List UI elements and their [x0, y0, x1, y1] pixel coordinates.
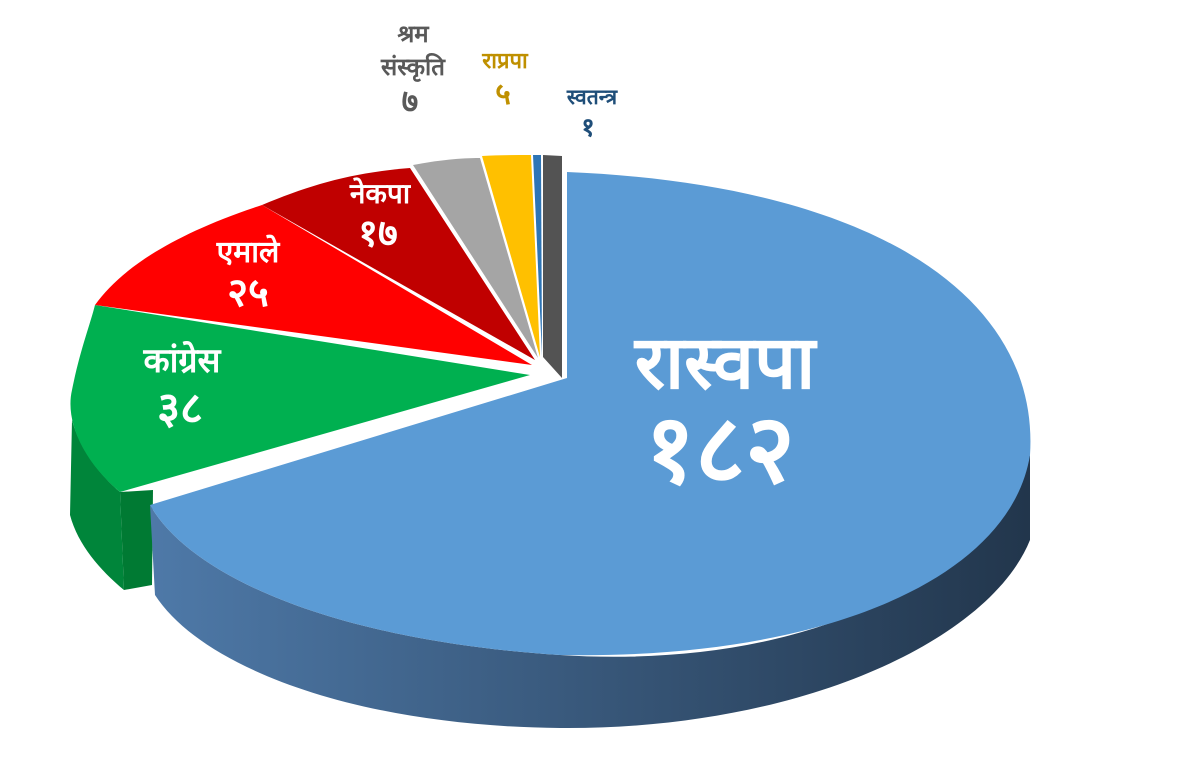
label-shram-sanskriti-name-line1: श्रम [397, 20, 430, 48]
label-nekapa-value: १७ [358, 211, 398, 255]
label-congress-value: ३८ [157, 383, 203, 434]
slice-swatantra [533, 155, 542, 356]
slice-emale [95, 205, 532, 365]
slice-side-congress-curve [70, 420, 124, 590]
label-nekapa-name: नेकपा [349, 177, 412, 210]
label-rprapa-value: ५ [495, 77, 511, 112]
label-congress-name: कांग्रेस [142, 340, 221, 381]
slice-edge-dark [543, 155, 562, 378]
label-shram-sanskriti-value: ७ [402, 82, 419, 120]
pie-top [70, 155, 1031, 656]
label-swatantra-value: १ [581, 113, 595, 143]
label-emale-value: २५ [227, 270, 269, 316]
slice-shram-sanskriti [413, 158, 538, 358]
slice-nekapa [262, 168, 535, 360]
slice-raswapa [150, 172, 1031, 656]
labels: रास्वपा १८२ कांग्रेस ३८ एमाले २५ नेकपा १… [142, 20, 818, 505]
pie-depth [70, 420, 1030, 729]
label-swatantra-name: स्वतन्त्र [566, 85, 619, 109]
slice-congress [70, 305, 530, 492]
label-raswapa-name: रास्वपा [633, 320, 818, 406]
label-raswapa-value: १८२ [645, 393, 795, 505]
slice-side-congress [120, 490, 153, 590]
label-shram-sanskriti-name-line2: संस्कृति [380, 53, 446, 82]
label-rprapa-name: राप्रपा [481, 49, 529, 74]
label-emale-name: एमाले [216, 234, 281, 270]
slice-side-raswapa [150, 455, 1030, 729]
slice-rprapa [482, 155, 540, 357]
